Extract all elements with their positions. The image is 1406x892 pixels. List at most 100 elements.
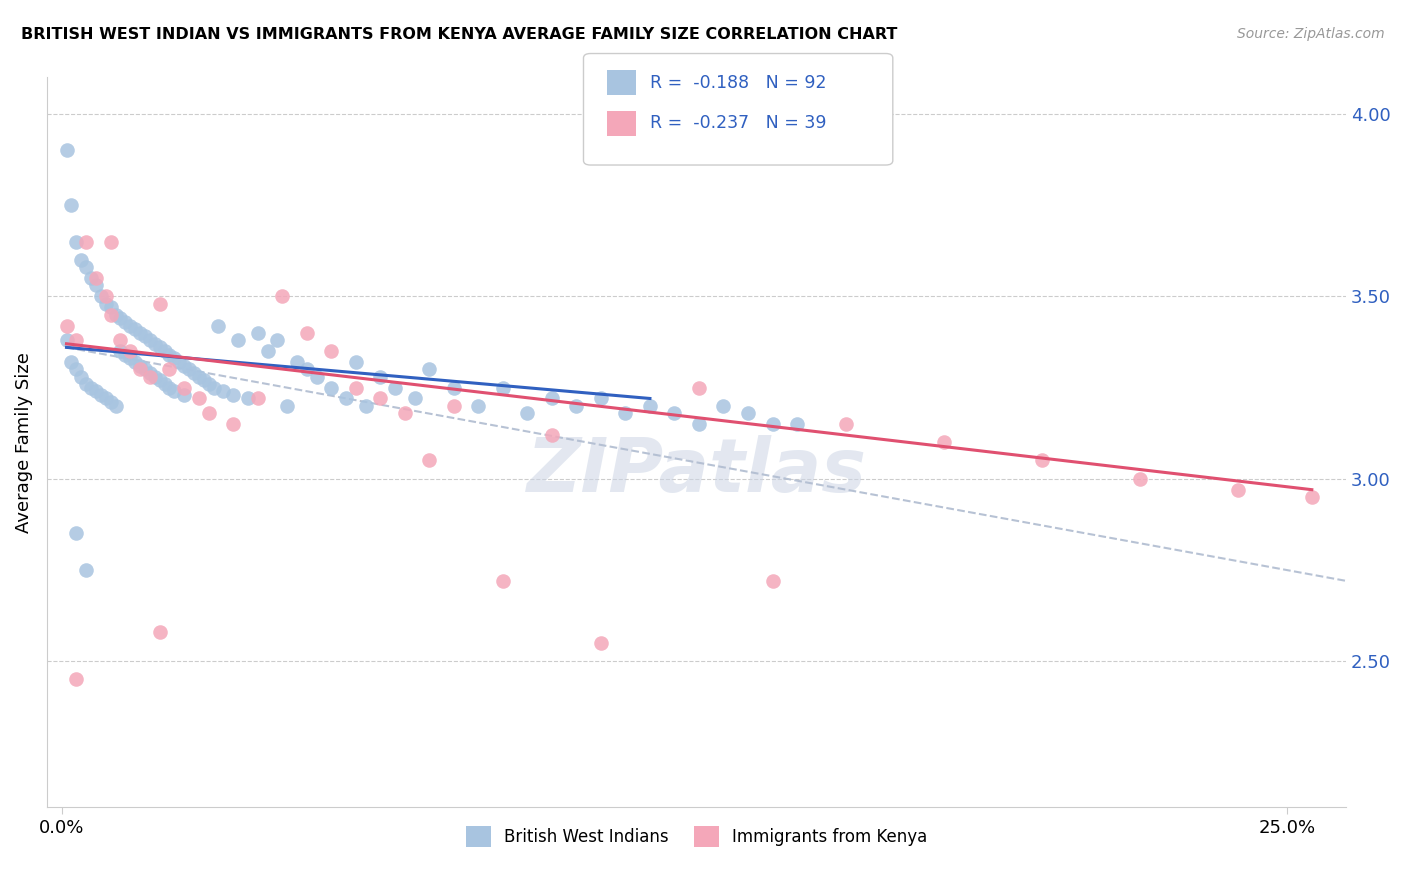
Point (114, 348, 136, 362)
Point (222, 388, 245, 402)
Point (80, 271, 103, 285)
Point (1227, 483, 1250, 497)
Point (104, 399, 127, 413)
Point (65, 673, 87, 687)
Point (467, 399, 489, 413)
Point (271, 289, 294, 303)
Point (276, 399, 298, 413)
Point (159, 362, 181, 376)
Point (100, 308, 122, 322)
Point (541, 428, 564, 442)
Text: R =  -0.188   N = 92: R = -0.188 N = 92 (650, 74, 827, 92)
Point (246, 326, 269, 340)
Point (197, 406, 219, 420)
Point (222, 417, 245, 431)
Point (75, 563, 97, 577)
Point (149, 340, 172, 354)
Point (737, 406, 759, 420)
Point (177, 362, 200, 376)
Point (163, 351, 186, 366)
Point (124, 355, 146, 369)
Point (589, 392, 612, 406)
Text: R =  -0.237   N = 39: R = -0.237 N = 39 (650, 114, 827, 132)
Point (368, 392, 391, 406)
Point (202, 380, 225, 394)
Point (75, 376, 97, 391)
Point (94, 296, 117, 310)
Point (55, 333, 77, 347)
Point (226, 333, 249, 347)
Point (761, 574, 783, 588)
Point (418, 362, 440, 376)
Point (70, 369, 93, 384)
Point (295, 362, 318, 376)
Point (94, 392, 117, 406)
Point (84, 384, 107, 399)
Point (786, 417, 808, 431)
Point (153, 344, 176, 359)
Point (1301, 490, 1323, 504)
Point (688, 417, 710, 431)
Point (344, 380, 367, 394)
Point (104, 308, 127, 322)
Point (492, 574, 515, 588)
Point (139, 333, 162, 347)
Text: Source: ZipAtlas.com: Source: ZipAtlas.com (1237, 27, 1385, 41)
Point (90, 289, 112, 303)
Point (60, 355, 83, 369)
Point (207, 318, 229, 333)
Point (394, 406, 416, 420)
Point (110, 333, 132, 347)
Point (60, 198, 83, 212)
Y-axis label: Average Family Size: Average Family Size (15, 351, 32, 533)
Point (321, 380, 343, 394)
Point (65, 526, 87, 541)
Point (713, 399, 735, 413)
Point (638, 399, 661, 413)
Point (212, 384, 235, 399)
Point (835, 417, 858, 431)
Point (134, 362, 156, 376)
Point (75, 235, 97, 249)
Point (295, 326, 318, 340)
Point (443, 380, 465, 394)
Point (139, 366, 162, 380)
Text: ZIPatlas: ZIPatlas (526, 435, 866, 508)
Point (256, 344, 278, 359)
Point (149, 296, 172, 310)
Point (153, 376, 176, 391)
Point (149, 373, 172, 387)
Point (932, 435, 955, 450)
Point (100, 235, 122, 249)
Point (761, 417, 783, 431)
Point (134, 329, 156, 343)
Point (183, 366, 205, 380)
Point (100, 300, 122, 314)
Point (688, 380, 710, 394)
Text: BRITISH WEST INDIAN VS IMMIGRANTS FROM KENYA AVERAGE FAMILY SIZE CORRELATION CHA: BRITISH WEST INDIAN VS IMMIGRANTS FROM K… (21, 27, 897, 42)
Point (159, 380, 181, 394)
Point (149, 624, 172, 639)
Point (404, 392, 426, 406)
Point (100, 395, 122, 409)
Point (173, 388, 195, 402)
Point (384, 380, 406, 394)
Point (614, 406, 637, 420)
Point (266, 333, 288, 347)
Point (129, 362, 152, 376)
Point (75, 260, 97, 274)
Point (163, 384, 186, 399)
Point (246, 392, 269, 406)
Point (139, 369, 162, 384)
Point (84, 271, 107, 285)
Point (120, 344, 142, 359)
Point (305, 369, 328, 384)
Legend: British West Indians, Immigrants from Kenya: British West Indians, Immigrants from Ke… (460, 820, 934, 854)
Point (55, 144, 77, 158)
Point (541, 392, 564, 406)
Point (110, 311, 132, 326)
Point (110, 344, 132, 359)
Point (159, 348, 181, 362)
Point (589, 636, 612, 650)
Point (187, 392, 209, 406)
